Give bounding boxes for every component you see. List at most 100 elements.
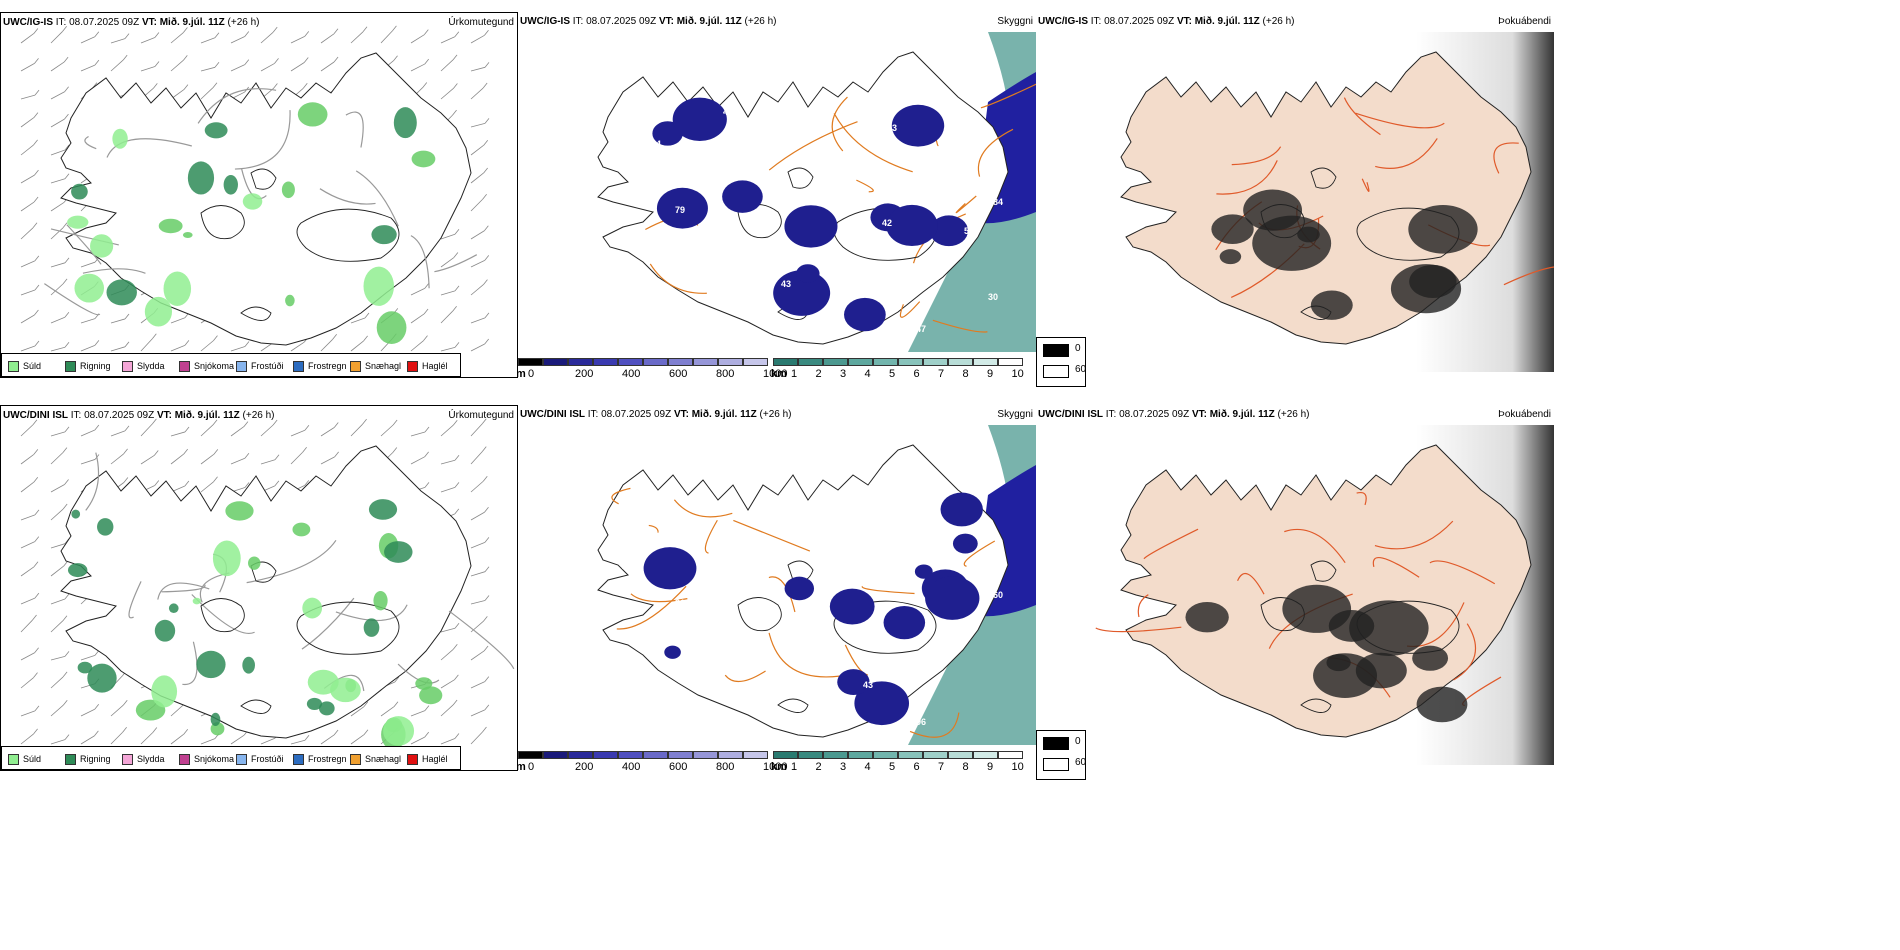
legend-swatch (350, 753, 361, 765)
low-cloud-cell (886, 204, 938, 247)
legend-item: Snjókoma (179, 753, 234, 765)
low-cloud-cell (914, 564, 933, 579)
fog-cell (1297, 226, 1320, 243)
colorbar-segment (618, 358, 643, 366)
cloud-base-label: 38 (728, 635, 739, 645)
low-cloud-cell (940, 492, 983, 527)
colorbar-unit: km (771, 761, 787, 771)
cloud-base-label: 90 (617, 263, 628, 273)
colorbar-tick: 600 (669, 761, 688, 771)
precip-cell (223, 174, 238, 195)
precip-cell (393, 107, 417, 139)
cloud-base-label: 37 (728, 242, 739, 252)
precip-cell (87, 663, 117, 693)
colorbar-segment (743, 751, 768, 759)
colorbar-tick: 0 (528, 761, 535, 771)
cloud-base-label: 33 (829, 181, 840, 191)
colorbar-segment (848, 751, 873, 759)
precip-cell (368, 499, 398, 520)
precip-cell (363, 618, 380, 637)
precip-cell (411, 150, 436, 168)
precip-legend: Súld Rigning Slydda Snjókoma Frostúði Frostre… (1, 353, 461, 377)
low-cloud-cell (891, 104, 945, 147)
iceland-map (60, 445, 515, 739)
colorbar-tick: 800 (716, 368, 735, 378)
precip-cell (210, 712, 221, 727)
precip-cell (71, 509, 81, 519)
init-time: IT: 08.07.2025 09Z (1103, 409, 1192, 420)
fog-scale-dark (1043, 737, 1069, 750)
valid-time: VT: Mið. 9.júl. 11Z (141, 17, 225, 28)
precip-cell (373, 590, 388, 611)
fog-index-panel: UWC/DINI ISL IT: 08.07.2025 09Z VT: Mið.… (1036, 405, 1554, 771)
model-name: UWC/DINI ISL (3, 410, 68, 421)
legend-item: Súld (8, 753, 41, 765)
legend-item: Slydda (122, 360, 165, 372)
fog-cell (1211, 214, 1254, 245)
cloud-base-label: 85 (699, 271, 710, 281)
valid-time: VT: Mið. 9.júl. 11Z (1176, 16, 1260, 27)
cloud-title: Skyggni (997, 16, 1033, 27)
legend-swatch (407, 360, 418, 372)
colorbar-tick: 9 (987, 368, 994, 378)
colorbar-segment (593, 751, 618, 759)
legend-item: Haglél (407, 753, 448, 765)
fog-scale-light (1043, 758, 1069, 771)
precip-cell (154, 619, 176, 642)
model-name: UWC/DINI ISL (1038, 409, 1103, 420)
colorbar-tick: 1 (791, 368, 798, 378)
precip-cell (384, 541, 413, 563)
colorbar-segment (798, 358, 823, 366)
fog-scale-dark (1043, 344, 1069, 357)
colorbar-segment (948, 751, 973, 759)
legend-label: Slydda (137, 754, 165, 764)
colorbar-segment (543, 358, 568, 366)
low-cloud-cell (784, 205, 838, 248)
colorbar-tick: 3 (840, 368, 847, 378)
cloud-base-label: 14 (670, 300, 681, 310)
fog-cell (1219, 249, 1242, 265)
cloud-base-label: 90 (940, 553, 951, 563)
precip-cell (192, 597, 201, 605)
valid-time: VT: Mið. 9.júl. 11Z (156, 410, 240, 421)
precip-cell (67, 563, 88, 578)
low-cloud-cell (925, 576, 980, 620)
precip-cell (112, 128, 128, 149)
colorbar-segment (973, 751, 998, 759)
colorbar-tick: 10 (1011, 761, 1024, 771)
colorbar-segment (518, 358, 543, 366)
legend-label: Rigning (80, 754, 111, 764)
cloud-base-label: 45 (781, 672, 792, 682)
legend-swatch (122, 753, 133, 765)
legend-label: Snjókoma (194, 754, 235, 764)
cloud-base-label: 96 (916, 717, 927, 727)
fog-cell (1390, 264, 1462, 314)
precip-cell (319, 701, 335, 716)
map-header: UWC/IG-IS IT: 08.07.2025 09Z VT: Mið. 9.… (3, 17, 260, 28)
colorbar-segment (798, 751, 823, 759)
sea-visibility-field (908, 32, 1036, 352)
fog-index-scale: 0 60 (1036, 337, 1086, 387)
colorbar-tick: 7 (938, 368, 945, 378)
legend-item: Frostregn (293, 753, 347, 765)
colorbar-tick: 3 (840, 761, 847, 771)
colorbar-segment (693, 751, 718, 759)
lead-time: (+26 h) (239, 410, 275, 421)
colorbar-segment (618, 751, 643, 759)
fog-cell (1408, 205, 1478, 254)
legend-item: Frostúði (236, 753, 284, 765)
legend-label: Frostregn (308, 754, 347, 764)
precip-cell (71, 183, 88, 200)
cloud-base-label: 69 (969, 131, 980, 141)
colorbar-unit: m (518, 761, 526, 771)
cloud-base-label: 41 (969, 524, 980, 534)
colorbar-segment (898, 358, 923, 366)
lead-time: (+26 h) (1259, 16, 1295, 27)
colorbar-segment (773, 751, 798, 759)
precip-cell (415, 677, 433, 690)
precip-cell (225, 501, 254, 521)
cloud-base-label: 42 (863, 287, 874, 297)
cloud-visibility-panel: UWC/IG-IS IT: 08.07.2025 09Z VT: Mið. 9.… (518, 12, 1036, 378)
legend-item: Snæhagl (350, 753, 401, 765)
cloud-base-label: 698 (752, 308, 768, 318)
